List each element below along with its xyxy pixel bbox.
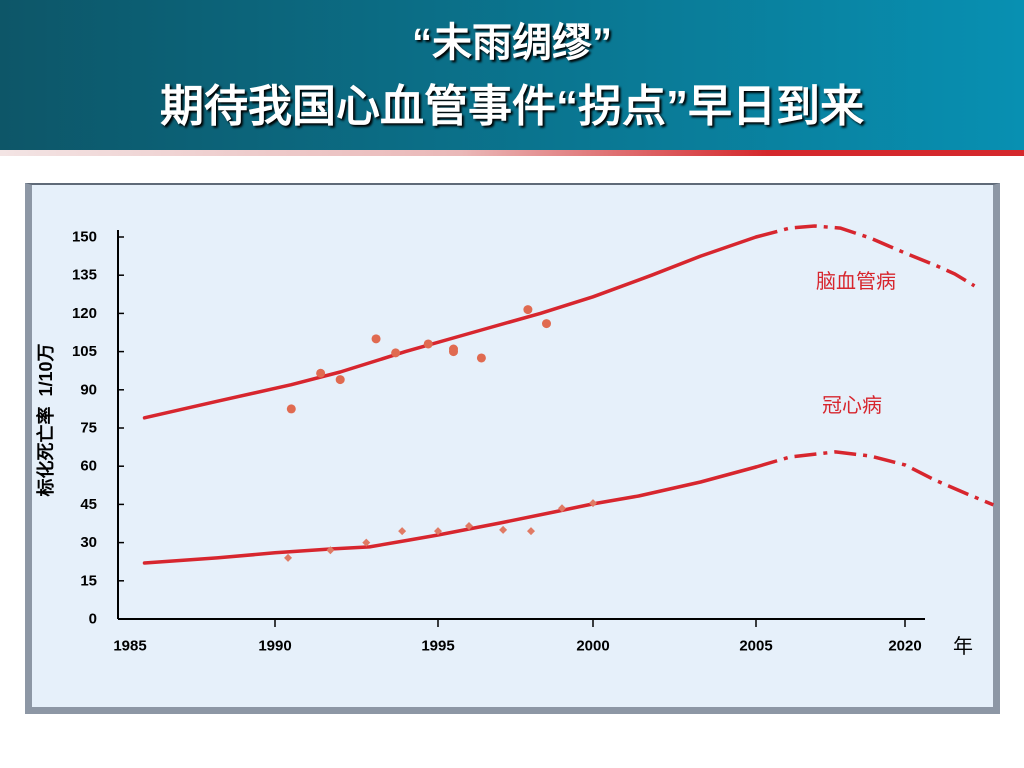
series-2-data-point bbox=[284, 553, 293, 562]
series-1-data-point bbox=[523, 305, 533, 315]
x-tick-label: 1995 bbox=[421, 638, 454, 655]
y-tick-label: 90 bbox=[80, 381, 97, 398]
y-tick-label: 30 bbox=[80, 534, 97, 551]
series-2-data-point bbox=[499, 525, 508, 534]
y-tick-label: 75 bbox=[80, 420, 97, 437]
series-2-data-point bbox=[398, 527, 407, 536]
series-1-trend-line bbox=[142, 235, 758, 420]
series-2-data-point bbox=[326, 546, 335, 555]
x-tick-label: 1990 bbox=[258, 638, 291, 655]
series-1-data-point bbox=[371, 334, 381, 344]
series-1-data-point bbox=[286, 404, 296, 414]
y-tick-label: 45 bbox=[80, 496, 97, 513]
y-tick-label: 15 bbox=[80, 572, 97, 589]
y-tick-label: 135 bbox=[72, 267, 97, 284]
slide-title-line-1: “未雨绸缪” bbox=[412, 21, 612, 65]
series-2-label: 冠心病 bbox=[822, 394, 882, 417]
x-axis-label: 年 bbox=[953, 635, 973, 658]
series-1-data-point bbox=[476, 353, 486, 363]
header-divider bbox=[0, 150, 1024, 156]
x-tick-label: 2005 bbox=[739, 638, 772, 655]
x-tick-label: 1985 bbox=[113, 638, 146, 655]
series-1-data-point bbox=[449, 347, 458, 357]
series-2-data-point bbox=[527, 527, 535, 536]
y-tick-label: 60 bbox=[80, 458, 97, 475]
series-2-data-point bbox=[589, 499, 597, 508]
series-1-data-point bbox=[335, 375, 345, 385]
series-1-label: 脑血管病 bbox=[816, 270, 896, 293]
y-tick-label: 120 bbox=[72, 305, 97, 322]
chart-panel bbox=[25, 183, 1000, 714]
series-2-data-point bbox=[558, 504, 566, 513]
y-tick-label: 0 bbox=[89, 611, 97, 628]
series-1-data-point bbox=[316, 368, 326, 378]
series-2-data-point bbox=[362, 538, 371, 547]
series-1-data-point bbox=[542, 319, 551, 329]
y-axis-label: 标化死亡率 1/10万 bbox=[35, 343, 56, 497]
series-2-projection-line bbox=[755, 450, 995, 507]
series-1-data-point bbox=[423, 339, 433, 349]
series-1-projection-line bbox=[755, 224, 976, 288]
slide-header: “未雨绸缪” 期待我国心血管事件“拐点”早日到来 bbox=[0, 0, 1024, 150]
series-2-data-point bbox=[434, 527, 442, 536]
series-2-trend-line bbox=[142, 465, 758, 565]
series-1-data-point bbox=[391, 348, 401, 358]
series-2-data-point bbox=[465, 522, 473, 531]
x-tick-label: 2020 bbox=[888, 638, 921, 655]
y-tick-label: 150 bbox=[72, 229, 97, 246]
slide-title-line-2: 期待我国心血管事件“拐点”早日到来 bbox=[160, 82, 864, 131]
y-tick-label: 105 bbox=[72, 343, 97, 360]
x-tick-label: 2000 bbox=[576, 638, 609, 655]
